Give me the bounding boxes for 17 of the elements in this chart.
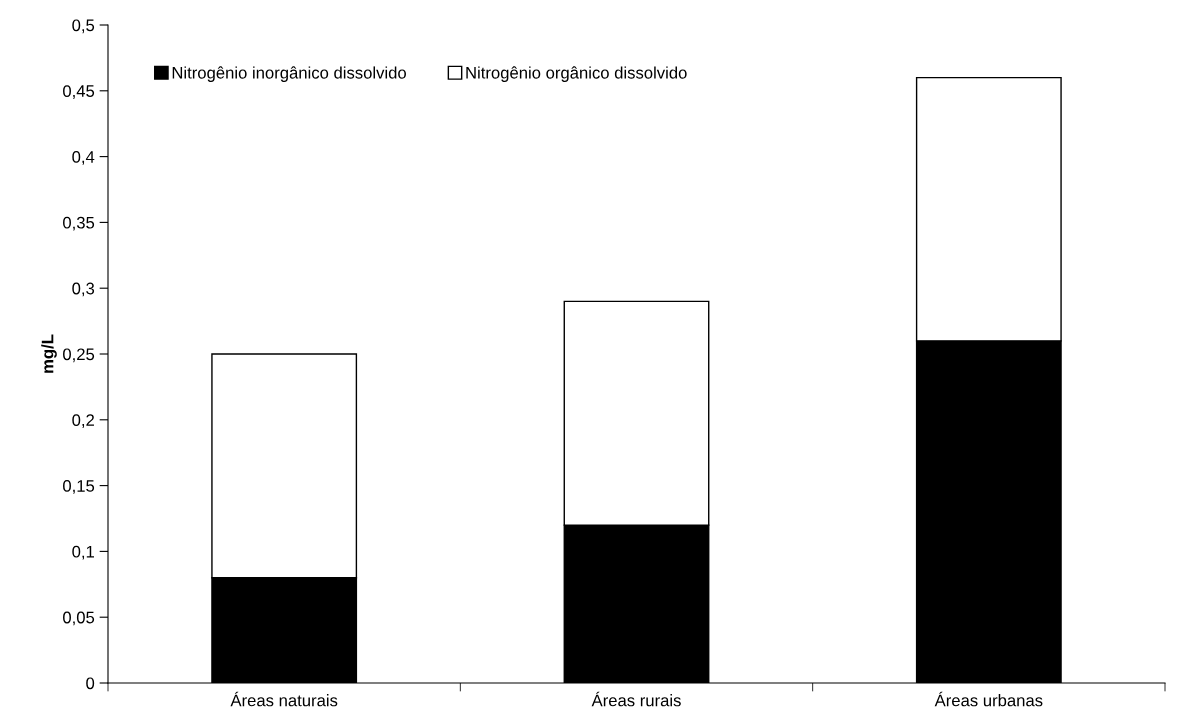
y-tick-label: 0,05 <box>63 611 95 626</box>
y-tick-label: 0,5 <box>72 19 95 34</box>
y-tick-label: 0,2 <box>72 414 94 428</box>
y-tick-label: 0,35 <box>63 216 95 231</box>
x-tick-label: Áreas urbanas <box>934 691 1043 707</box>
legend-label: Nitrogênio orgânico dissolvido <box>466 66 687 82</box>
x-tick-label: Áreas naturais <box>230 691 338 707</box>
y-tick-label: 0,25 <box>63 348 95 363</box>
y-axis-title: mg/L <box>41 334 57 373</box>
x-tick-label: Áreas rurais <box>591 691 681 707</box>
y-tick-label: 0,3 <box>72 282 95 297</box>
y-tick-label: 0,1 <box>72 545 94 560</box>
y-tick-label: 0,4 <box>72 151 95 165</box>
y-tick-label: 0,45 <box>63 85 95 99</box>
y-tick-label: 0 <box>86 677 95 690</box>
legend-label: Nitrogênio inorgânico dissolvido <box>172 66 406 82</box>
y-tick-label: 0,15 <box>63 480 95 494</box>
